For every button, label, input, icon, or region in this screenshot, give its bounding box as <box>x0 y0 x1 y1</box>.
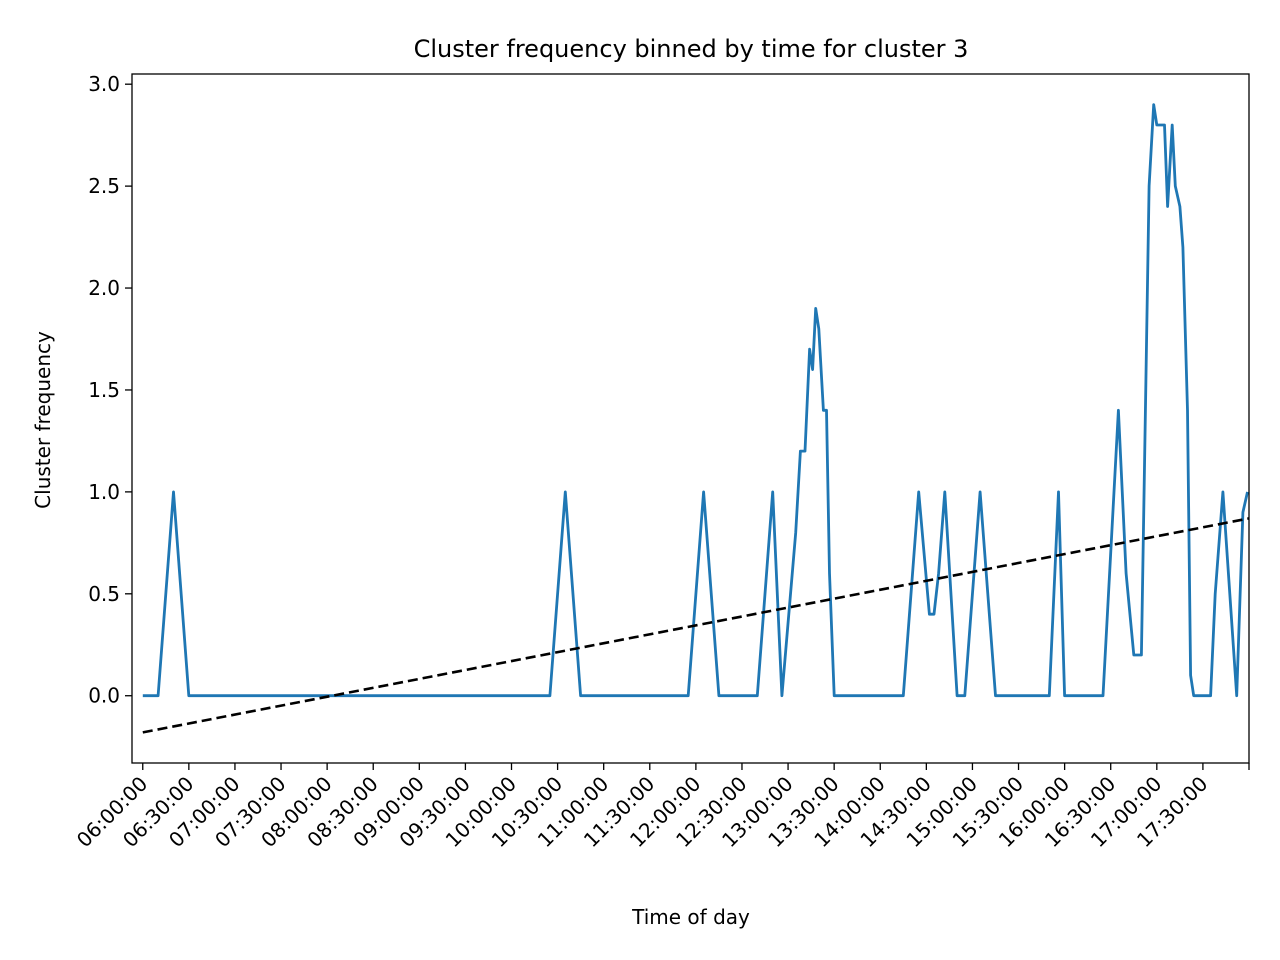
plot-area <box>142 103 1250 734</box>
y-tick-label: 1.5 <box>88 378 120 402</box>
y-axis-label: Cluster frequency <box>31 331 55 509</box>
trend-line <box>142 517 1250 734</box>
y-axis: 0.0 0.5 1.0 1.5 2.0 2.5 3.0 <box>88 72 132 708</box>
y-tick-label: 1.0 <box>88 480 120 504</box>
y-tick-label: 3.0 <box>88 72 120 96</box>
x-axis-label: Time of day <box>631 905 750 929</box>
chart-title: Cluster frequency binned by time for clu… <box>414 35 969 63</box>
y-tick-label: 2.5 <box>88 174 120 198</box>
y-tick-label: 0.5 <box>88 582 120 606</box>
frequency-series-line <box>142 103 1249 698</box>
axes-frame <box>131 73 1250 764</box>
y-tick-label: 2.0 <box>88 276 120 300</box>
y-tick-label: 0.0 <box>88 684 120 708</box>
